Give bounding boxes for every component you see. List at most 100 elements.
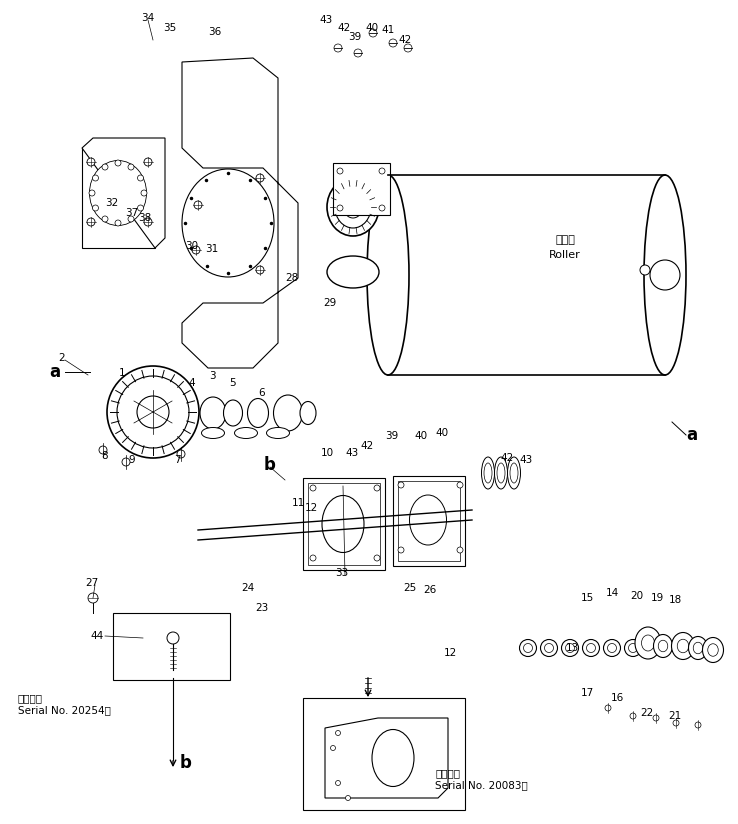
Circle shape bbox=[256, 174, 264, 182]
Text: 13: 13 bbox=[565, 643, 579, 653]
Ellipse shape bbox=[565, 644, 574, 653]
Text: 1: 1 bbox=[119, 368, 125, 378]
Circle shape bbox=[137, 175, 143, 181]
Ellipse shape bbox=[708, 644, 718, 656]
Ellipse shape bbox=[654, 634, 672, 658]
Text: 41: 41 bbox=[382, 25, 395, 35]
Circle shape bbox=[337, 168, 343, 174]
Circle shape bbox=[122, 458, 130, 466]
Ellipse shape bbox=[201, 428, 224, 438]
Text: 9: 9 bbox=[128, 455, 135, 465]
Circle shape bbox=[89, 190, 95, 196]
Bar bbox=[303, 478, 385, 570]
Ellipse shape bbox=[677, 639, 689, 653]
Text: 40: 40 bbox=[365, 23, 379, 33]
Ellipse shape bbox=[300, 401, 316, 424]
Ellipse shape bbox=[182, 169, 274, 277]
Ellipse shape bbox=[367, 175, 409, 375]
Ellipse shape bbox=[335, 186, 371, 228]
Ellipse shape bbox=[624, 639, 641, 657]
Text: 43: 43 bbox=[520, 455, 533, 465]
Text: b: b bbox=[264, 456, 276, 474]
Circle shape bbox=[88, 593, 98, 603]
Circle shape bbox=[128, 164, 134, 170]
Text: 21: 21 bbox=[669, 711, 682, 721]
Circle shape bbox=[144, 158, 152, 166]
Text: 35: 35 bbox=[163, 23, 176, 33]
Text: 44: 44 bbox=[90, 631, 103, 641]
Circle shape bbox=[310, 485, 316, 491]
Circle shape bbox=[167, 632, 179, 644]
Text: 40: 40 bbox=[435, 428, 449, 438]
Ellipse shape bbox=[540, 639, 557, 657]
Ellipse shape bbox=[545, 644, 554, 653]
Circle shape bbox=[374, 555, 380, 561]
Text: Serial No. 20083～: Serial No. 20083～ bbox=[435, 780, 528, 790]
Text: 43: 43 bbox=[320, 15, 333, 25]
Circle shape bbox=[102, 216, 108, 222]
Ellipse shape bbox=[224, 400, 243, 426]
Text: 17: 17 bbox=[580, 688, 593, 698]
Text: 42: 42 bbox=[500, 453, 514, 463]
Text: 8: 8 bbox=[102, 451, 108, 461]
Text: 14: 14 bbox=[605, 588, 618, 598]
Polygon shape bbox=[82, 138, 165, 248]
Circle shape bbox=[177, 450, 185, 458]
Text: 28: 28 bbox=[286, 273, 299, 283]
Text: 15: 15 bbox=[580, 593, 593, 603]
Text: 25: 25 bbox=[404, 583, 417, 593]
Text: 12: 12 bbox=[304, 503, 317, 513]
Circle shape bbox=[144, 218, 152, 226]
Text: 42: 42 bbox=[360, 441, 373, 451]
Circle shape bbox=[334, 44, 342, 52]
Ellipse shape bbox=[693, 642, 703, 653]
Circle shape bbox=[630, 713, 636, 719]
Circle shape bbox=[337, 205, 343, 211]
Text: 26: 26 bbox=[424, 585, 437, 595]
Circle shape bbox=[137, 205, 143, 211]
Polygon shape bbox=[182, 58, 298, 368]
Ellipse shape bbox=[410, 495, 446, 545]
Circle shape bbox=[695, 722, 701, 728]
Text: 40: 40 bbox=[415, 431, 427, 441]
Circle shape bbox=[650, 260, 680, 290]
Circle shape bbox=[673, 720, 679, 726]
Ellipse shape bbox=[322, 495, 364, 553]
Ellipse shape bbox=[200, 397, 226, 429]
Ellipse shape bbox=[523, 644, 533, 653]
Ellipse shape bbox=[372, 729, 414, 786]
Text: 7: 7 bbox=[173, 455, 180, 465]
Bar bbox=[393, 476, 465, 566]
Ellipse shape bbox=[235, 428, 258, 438]
Circle shape bbox=[457, 482, 463, 488]
Text: 適用号機: 適用号機 bbox=[435, 768, 460, 778]
Text: 19: 19 bbox=[650, 593, 663, 603]
Text: 43: 43 bbox=[345, 448, 359, 458]
Circle shape bbox=[99, 446, 107, 454]
Text: 30: 30 bbox=[185, 241, 199, 251]
Text: 37: 37 bbox=[125, 208, 139, 218]
Ellipse shape bbox=[274, 395, 303, 431]
Text: 2: 2 bbox=[59, 353, 65, 363]
Text: 22: 22 bbox=[641, 708, 654, 718]
Circle shape bbox=[92, 175, 98, 181]
Ellipse shape bbox=[89, 161, 147, 226]
Bar bbox=[113, 613, 230, 680]
Text: 31: 31 bbox=[205, 244, 218, 254]
Ellipse shape bbox=[481, 457, 494, 489]
Circle shape bbox=[87, 218, 95, 226]
Polygon shape bbox=[325, 718, 448, 798]
Circle shape bbox=[87, 158, 95, 166]
Ellipse shape bbox=[520, 639, 537, 657]
Ellipse shape bbox=[266, 428, 289, 438]
Text: b: b bbox=[180, 754, 192, 772]
Circle shape bbox=[379, 205, 385, 211]
Text: 18: 18 bbox=[669, 595, 682, 605]
Text: 32: 32 bbox=[106, 198, 119, 208]
Ellipse shape bbox=[494, 457, 508, 489]
Circle shape bbox=[345, 795, 351, 800]
Text: Serial No. 20254～: Serial No. 20254～ bbox=[18, 705, 111, 715]
Ellipse shape bbox=[607, 644, 616, 653]
Text: 6: 6 bbox=[259, 388, 266, 398]
Ellipse shape bbox=[497, 463, 505, 483]
